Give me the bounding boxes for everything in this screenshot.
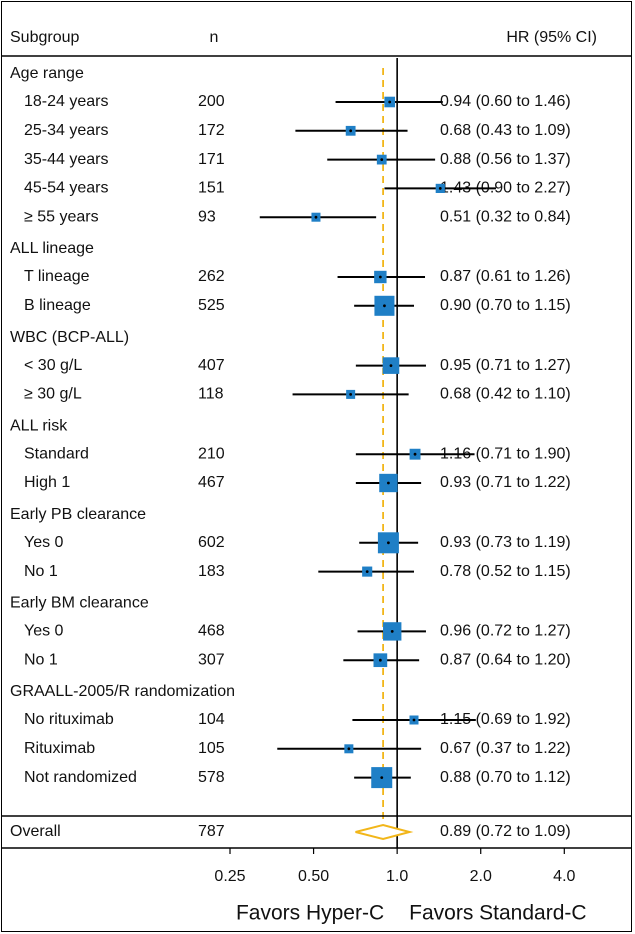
point-estimate-dot: [389, 364, 393, 367]
row-hr-ci-text: 0.94 (0.60 to 1.46): [440, 93, 571, 110]
row-label: Yes 0: [24, 534, 64, 551]
point-estimate-dot: [378, 275, 382, 279]
row-hr-ci-text: 1.43 (0.90 to 2.27): [440, 180, 571, 197]
row-label: B lineage: [24, 297, 91, 314]
header-n: n: [210, 29, 219, 46]
row-label: No rituximab: [24, 711, 114, 728]
row-label: ≥ 55 years: [24, 208, 99, 225]
row-n: 262: [198, 268, 225, 285]
row-hr-ci-text: 0.95 (0.71 to 1.27): [440, 357, 571, 374]
group-label: Early PB clearance: [10, 506, 146, 523]
row-n: 104: [198, 711, 225, 728]
row-label: 18-24 years: [24, 93, 109, 110]
row-hr-ci-text: 0.93 (0.71 to 1.22): [440, 474, 571, 491]
group-label: Age range: [10, 65, 84, 82]
group-label: GRAALL-2005/R randomization: [10, 683, 235, 700]
row-n: 172: [198, 122, 225, 139]
point-estimate-dot: [438, 187, 442, 190]
row-n: 578: [198, 769, 225, 786]
group-label: Early BM clearance: [10, 595, 149, 612]
row-n: 307: [198, 651, 225, 668]
group-label: ALL risk: [10, 417, 68, 434]
row-label: Standard: [24, 445, 89, 462]
row-label: No 1: [24, 563, 58, 580]
favors-left-label: Favors Hyper-C: [236, 902, 384, 925]
row-hr-ci-text: 0.78 (0.52 to 1.15): [440, 563, 571, 580]
row-label: High 1: [24, 474, 70, 491]
point-estimate-dot: [413, 452, 417, 456]
row-n: 151: [198, 180, 225, 197]
x-axis-tick-label: 4.0: [553, 868, 575, 885]
row-hr-ci-text: 0.68 (0.42 to 1.10): [440, 386, 571, 403]
point-estimate-dot: [380, 158, 384, 162]
row-hr-ci-text: 0.87 (0.64 to 1.20): [440, 651, 571, 668]
overall-hr-ci-text: 0.89 (0.72 to 1.09): [440, 823, 571, 840]
row-hr-ci-text: 0.88 (0.56 to 1.37): [440, 151, 571, 168]
favors-right-label: Favors Standard-C: [409, 902, 586, 925]
point-estimate-dot: [380, 776, 384, 779]
header-subgroup: Subgroup: [10, 29, 79, 46]
overall-n: 787: [198, 823, 225, 840]
row-hr-ci-text: 1.15 (0.69 to 1.92): [440, 711, 571, 728]
row-n: 407: [198, 357, 225, 374]
row-n: 118: [198, 386, 224, 403]
row-label: No 1: [24, 651, 58, 668]
point-estimate-dot: [349, 129, 353, 133]
row-hr-ci-text: 0.93 (0.73 to 1.19): [440, 534, 571, 551]
row-n: 105: [198, 740, 225, 757]
row-n: 210: [198, 445, 225, 462]
point-estimate-dot: [314, 215, 318, 219]
point-estimate-dot: [390, 630, 394, 633]
row-label: 45-54 years: [24, 180, 109, 197]
point-estimate-dot: [365, 570, 369, 573]
overall-label: Overall: [10, 823, 61, 840]
x-axis-tick-label: 0.25: [214, 868, 245, 885]
row-label: ≥ 30 g/L: [24, 386, 82, 403]
point-estimate-dot: [349, 393, 353, 396]
row-n: 171: [198, 151, 225, 168]
row-n: 467: [198, 474, 225, 491]
row-label: < 30 g/L: [24, 357, 82, 374]
point-estimate-dot: [387, 541, 390, 545]
row-n: 183: [198, 563, 225, 580]
row-hr-ci-text: 0.51 (0.32 to 0.84): [440, 208, 571, 225]
x-axis-tick-label: 0.50: [298, 868, 329, 885]
row-label: 25-34 years: [24, 122, 109, 139]
x-axis-tick-label: 1.0: [386, 868, 408, 885]
x-axis-tick-label: 2.0: [470, 868, 492, 885]
row-hr-ci-text: 1.16 (0.71 to 1.90): [440, 445, 571, 462]
row-n: 525: [198, 297, 225, 314]
row-n: 93: [198, 208, 216, 225]
row-hr-ci-text: 0.90 (0.70 to 1.15): [440, 297, 571, 314]
overall-diamond: [355, 823, 414, 841]
row-n: 468: [198, 623, 225, 640]
row-n: 200: [198, 93, 225, 110]
group-label: ALL lineage: [10, 240, 94, 257]
point-estimate-dot: [378, 658, 382, 662]
point-estimate-dot: [388, 100, 392, 104]
row-hr-ci-text: 0.96 (0.72 to 1.27): [440, 623, 571, 640]
row-label: Rituximab: [24, 740, 95, 757]
row-hr-ci-text: 0.67 (0.37 to 1.22): [440, 740, 571, 757]
row-label: Not randomized: [24, 769, 137, 786]
row-hr-ci-text: 0.88 (0.70 to 1.12): [440, 769, 571, 786]
point-estimate-dot: [383, 304, 386, 308]
point-estimate-dot: [412, 718, 416, 722]
group-label: WBC (BCP-ALL): [10, 329, 129, 346]
point-estimate-dot: [347, 747, 351, 751]
point-estimate-dot: [387, 481, 390, 485]
row-n: 602: [198, 534, 225, 551]
row-hr-ci-text: 0.68 (0.43 to 1.09): [440, 122, 571, 139]
row-label: T lineage: [24, 268, 90, 285]
row-label: 35-44 years: [24, 151, 109, 168]
header-hr-ci: HR (95% CI): [506, 29, 597, 46]
row-label: Yes 0: [24, 623, 64, 640]
row-hr-ci-text: 0.87 (0.61 to 1.26): [440, 268, 571, 285]
